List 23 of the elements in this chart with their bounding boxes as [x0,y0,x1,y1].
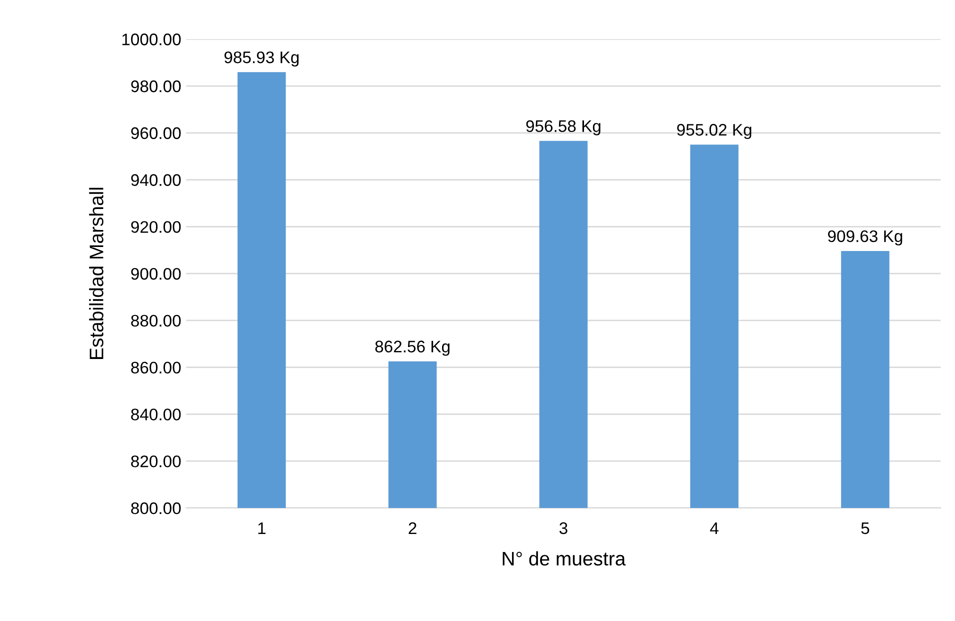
y-tick-label: 980.00 [131,80,181,92]
y-tick-label: 940.00 [131,174,181,186]
x-tick-label: 2 [408,522,416,534]
y-tick-label: 900.00 [131,268,181,280]
y-tick-label: 800.00 [131,502,181,514]
data-label: 909.63 Kg [828,230,902,246]
x-tick-label: 1 [258,522,266,534]
data-label: 985.93 Kg [224,51,299,67]
x-tick-label: 3 [559,522,568,534]
y-tick-label: 880.00 [131,314,181,327]
y-tick-label: 920.00 [131,221,181,233]
y-tick-label: 960.00 [131,127,181,140]
data-label: 862.56 Kg [375,340,450,356]
x-tick-label: 5 [861,522,870,534]
data-label: 956.58 Kg [526,120,600,136]
y-tick-label: 860.00 [131,362,181,374]
y-tick-label: 1000.00 [122,34,181,46]
x-axis-title: N° de muestra [502,551,626,566]
data-label: 955.02 Kg [677,124,752,140]
y-axis-title: Estabilidad Marshall [89,188,104,359]
y-tick-label: 820.00 [131,455,181,468]
y-tick-label: 840.00 [131,408,181,420]
x-tick-label: 4 [710,522,718,534]
